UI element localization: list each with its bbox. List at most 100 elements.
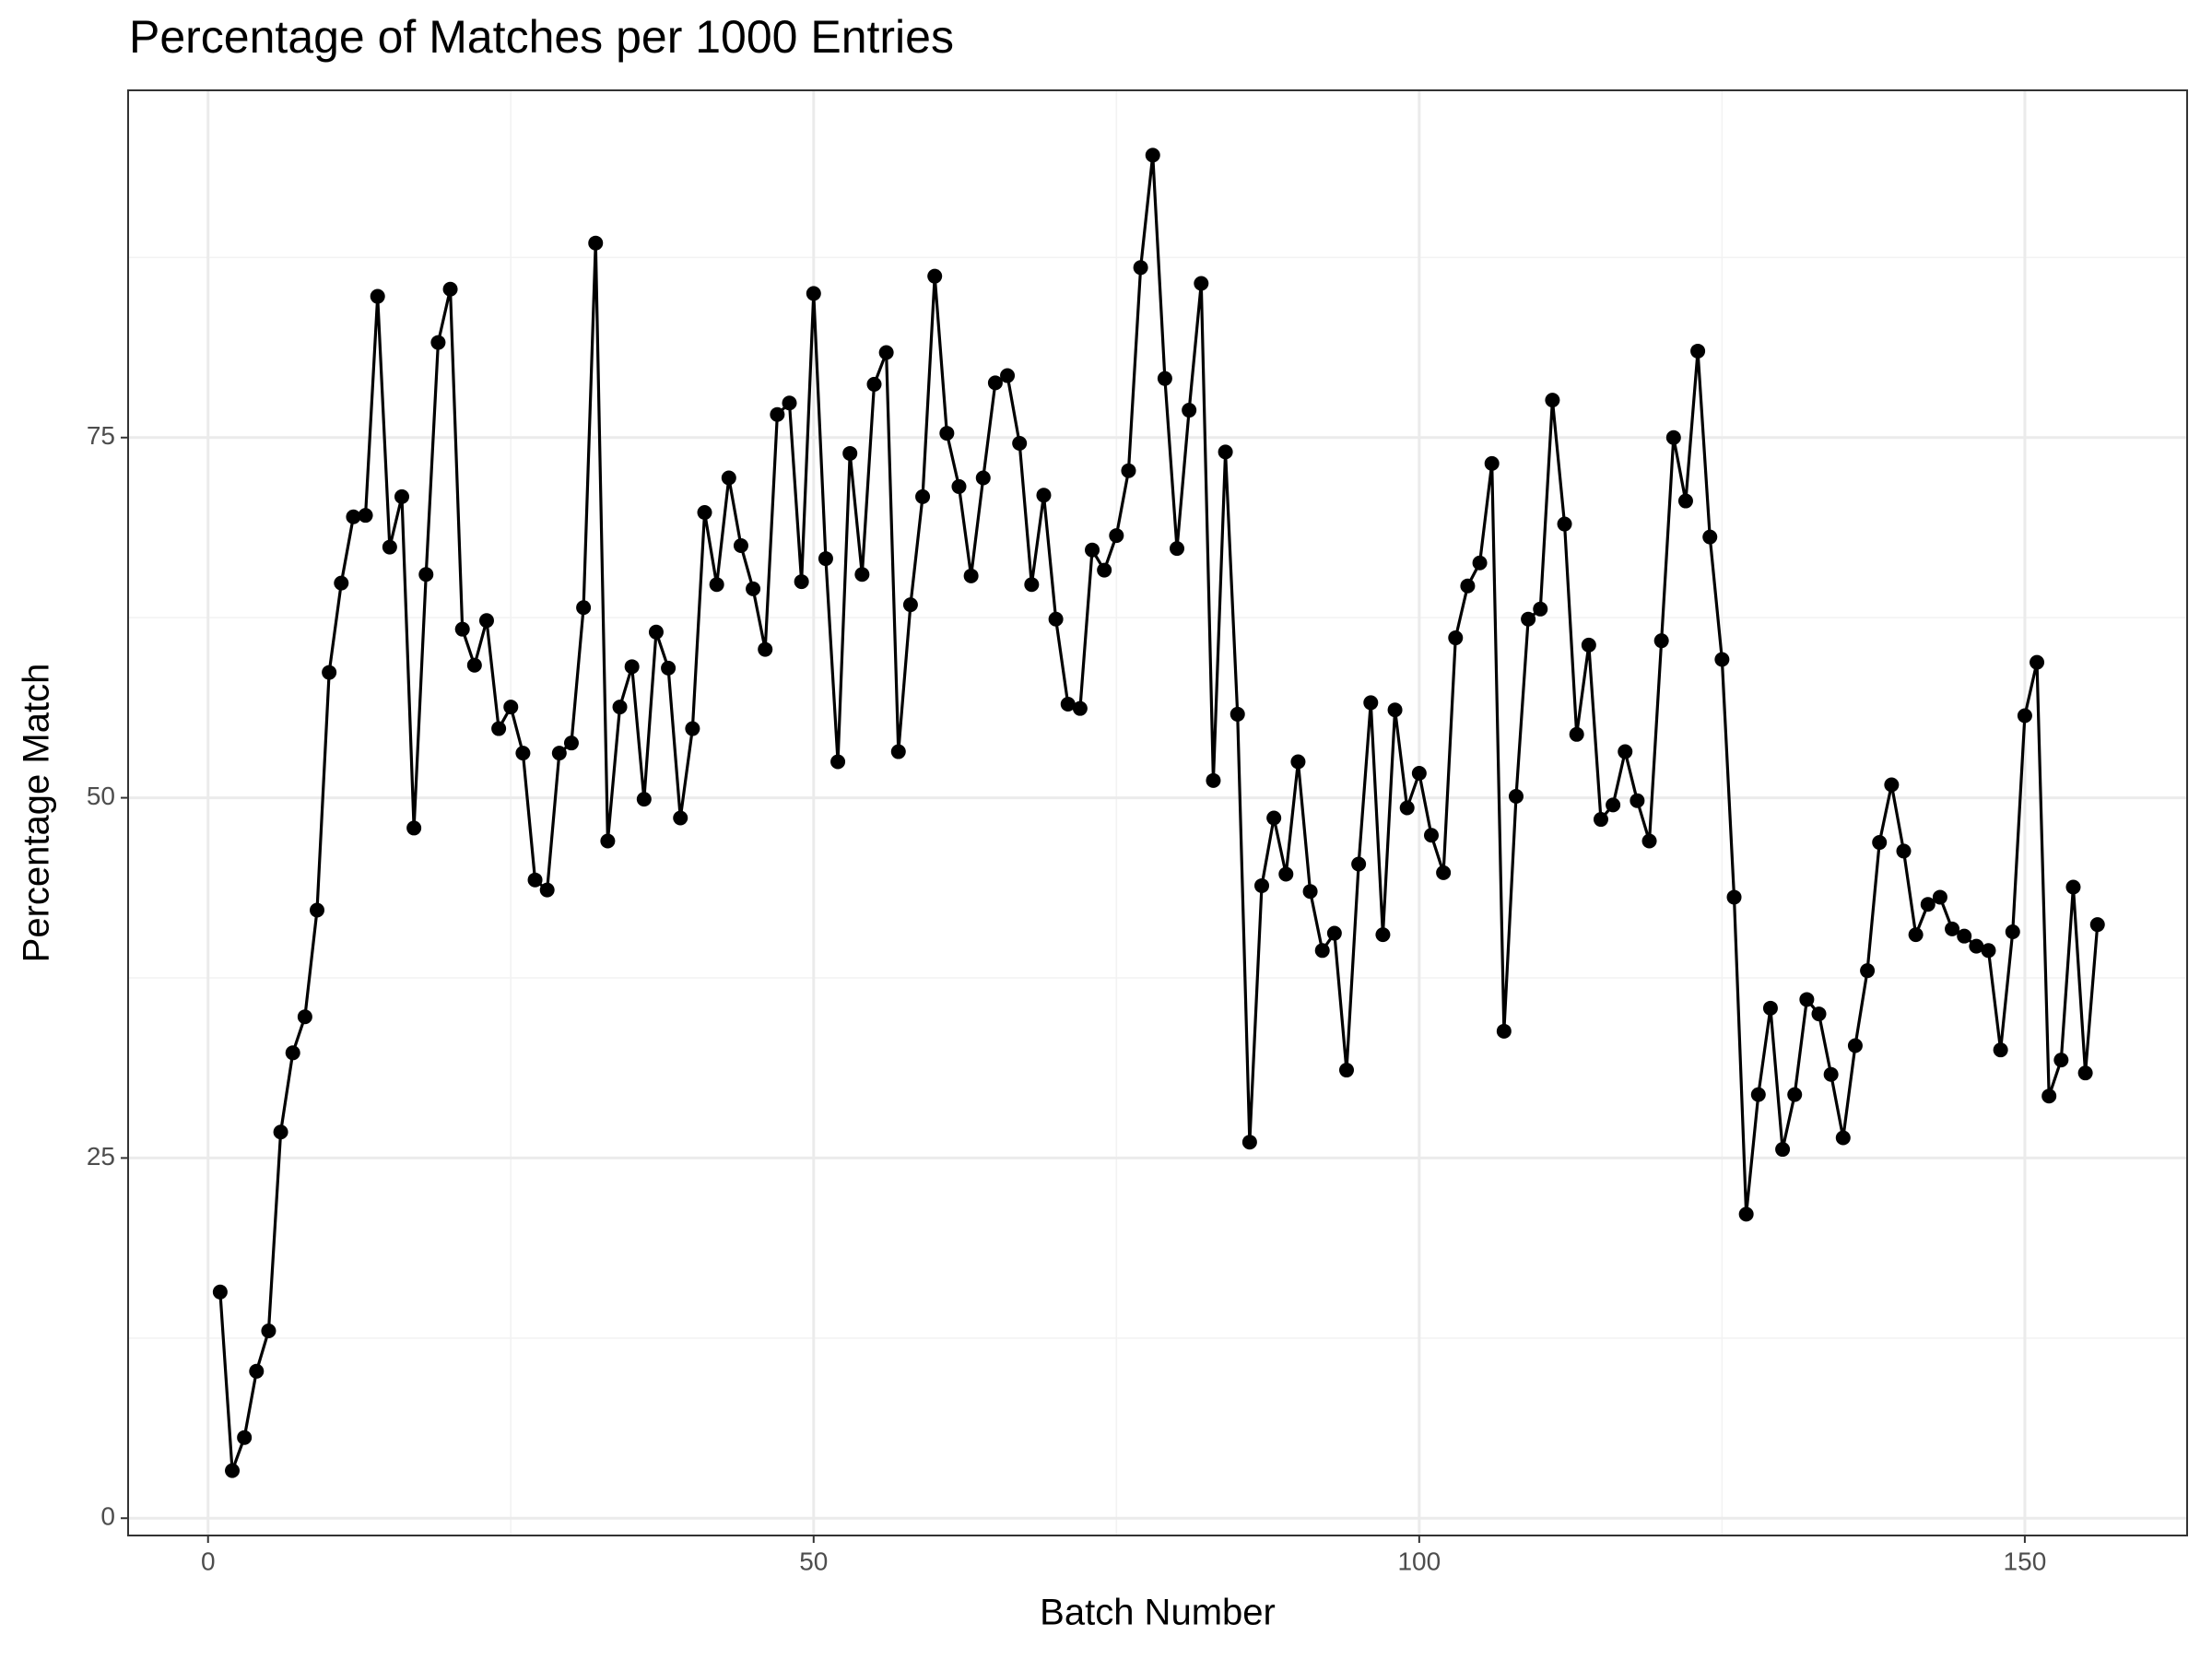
data-point: [830, 754, 846, 770]
data-point: [1545, 393, 1560, 408]
data-point: [1932, 889, 1947, 905]
data-point: [297, 1009, 312, 1025]
data-point: [406, 820, 422, 836]
data-point: [491, 721, 507, 736]
data-point: [2065, 879, 2081, 895]
data-point: [503, 700, 519, 715]
y-tick-label: 25: [87, 1142, 115, 1171]
data-point: [1653, 633, 1669, 649]
data-point: [563, 735, 579, 751]
data-point: [806, 286, 821, 301]
data-point: [2017, 708, 2032, 724]
data-point: [1436, 865, 1452, 880]
data-point: [1677, 493, 1693, 509]
data-point: [1581, 637, 1596, 653]
data-point: [1326, 925, 1342, 941]
data-point: [1690, 343, 1706, 359]
data-point: [733, 538, 748, 554]
data-point: [770, 406, 785, 422]
data-point: [878, 345, 894, 360]
data-point: [794, 574, 809, 590]
y-tick-label: 75: [87, 421, 115, 450]
data-point: [782, 395, 797, 411]
data-point: [1993, 1042, 2008, 1058]
data-point: [854, 567, 870, 582]
data-point: [1920, 897, 1936, 912]
data-point: [394, 488, 409, 504]
data-point: [1363, 695, 1379, 711]
data-point: [1133, 260, 1148, 276]
data-point: [1908, 927, 1924, 943]
data-point: [346, 509, 361, 524]
data-point: [466, 657, 482, 673]
data-point: [1230, 706, 1245, 722]
data-point: [1387, 702, 1403, 718]
data-point: [612, 700, 628, 715]
data-point: [1799, 992, 1815, 1007]
data-point: [249, 1363, 265, 1379]
x-axis-title: Batch Number: [1040, 1593, 1276, 1633]
data-line: [218, 153, 2100, 1473]
data-point: [334, 575, 349, 591]
data-point: [890, 744, 906, 759]
data-point: [285, 1045, 300, 1061]
data-point: [1702, 529, 1718, 545]
data-point: [2005, 924, 2020, 939]
data-point: [842, 445, 858, 461]
data-point: [1884, 777, 1900, 793]
x-tick-label: 150: [2004, 1547, 2047, 1575]
data-point: [322, 665, 337, 680]
data-point: [1036, 488, 1052, 503]
data-point: [636, 792, 652, 807]
data-point: [951, 478, 967, 494]
data-point: [1606, 797, 1621, 813]
data-point: [939, 426, 955, 441]
data-point: [1726, 889, 1742, 905]
data-point: [237, 1430, 253, 1445]
data-point: [515, 746, 531, 761]
data-point: [1048, 611, 1064, 627]
data-point: [310, 902, 325, 918]
data-point: [1641, 833, 1657, 849]
data-point: [551, 746, 567, 761]
data-point: [1811, 1006, 1827, 1022]
x-tick-label: 50: [799, 1547, 828, 1575]
data-point: [1835, 1130, 1851, 1146]
data-point: [1847, 1038, 1863, 1053]
x-tick-label: 100: [1397, 1547, 1441, 1575]
data-point: [1182, 403, 1197, 418]
data-point: [1665, 429, 1681, 445]
data-point: [1206, 772, 1221, 788]
data-point: [661, 660, 677, 676]
data-point: [1775, 1142, 1791, 1158]
data-point: [1097, 562, 1112, 578]
data-point: [1024, 577, 1040, 593]
data-point: [225, 1463, 241, 1478]
data-point: [478, 613, 494, 629]
data-point: [1496, 1023, 1512, 1039]
data-point: [1896, 843, 1912, 859]
data-point: [454, 621, 470, 637]
data-point: [576, 600, 592, 616]
data-point: [1375, 927, 1391, 943]
data-point: [1170, 541, 1185, 557]
data-point: [1618, 744, 1633, 759]
data-point: [1121, 463, 1136, 478]
data-point: [2053, 1053, 2069, 1068]
y-axis-title: Percentage Match: [17, 664, 57, 963]
data-point: [1302, 884, 1318, 900]
data-point: [1241, 1135, 1257, 1150]
chart-title: Percentage of Matches per 1000 Entries: [129, 11, 954, 63]
data-point: [1145, 147, 1160, 163]
data-point: [1012, 436, 1028, 452]
data-point: [758, 641, 773, 657]
data-point: [648, 624, 664, 640]
x-tick-label: 0: [201, 1547, 216, 1575]
data-point: [721, 470, 736, 486]
data-point: [1787, 1087, 1803, 1102]
data-point: [975, 470, 991, 486]
data-point: [2089, 917, 2105, 933]
data-point: [987, 375, 1003, 391]
data-point: [1472, 555, 1488, 571]
